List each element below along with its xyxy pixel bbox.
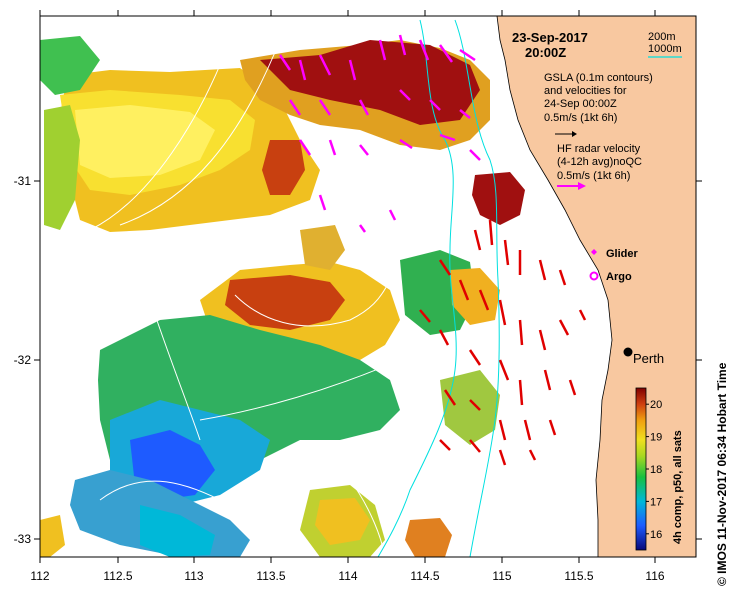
x-tick-label: 112.5 xyxy=(103,569,132,583)
colorbar-tick-label: 19 xyxy=(650,432,662,444)
colorbar-tick-label: 20 xyxy=(650,399,662,411)
colorbar-tick-label: 16 xyxy=(650,529,662,541)
x-tick-label: 114.5 xyxy=(410,569,439,583)
colorbar-tick-label: 18 xyxy=(650,464,662,476)
glider-icon xyxy=(591,249,597,255)
x-tick-label: 115.5 xyxy=(564,569,593,583)
map-datetime-line1: 23-Sep-2017 xyxy=(512,30,588,45)
map-plot-area: Perth xyxy=(40,16,696,557)
x-tick-label: 114 xyxy=(338,569,357,583)
gsla-legend-line1: GSLA (0.1m contours) xyxy=(544,72,653,84)
colorbar-title: 4h comp, p50, all sats xyxy=(672,430,684,544)
gsla-legend-line3: 24-Sep 00:00Z xyxy=(544,98,617,110)
argo-legend-label: Argo xyxy=(606,271,632,283)
glider-legend-label: Glider xyxy=(606,248,639,260)
x-tick-label: 113.5 xyxy=(256,569,285,583)
perth-label: Perth xyxy=(633,351,664,366)
map-datetime-line2: 20:00Z xyxy=(525,45,566,60)
y-tick-label: -33 xyxy=(14,532,32,546)
gsla-scale-arrow xyxy=(555,131,577,137)
perth-marker xyxy=(623,347,633,357)
argo-legend: Argo xyxy=(589,271,632,283)
x-tick-label: 116 xyxy=(645,569,664,583)
y-tick-label: -31 xyxy=(14,174,32,188)
hf-scale-arrow xyxy=(557,182,586,190)
argo-icon xyxy=(589,271,599,281)
hf-radar-vectors xyxy=(419,219,587,466)
glider-legend: Glider xyxy=(591,248,639,260)
isobath-200-label: 200m xyxy=(648,31,676,43)
hf-scale-label: 0.5m/s (1kt 6h) xyxy=(557,170,630,182)
hf-legend-line2: (4-12h avg)noQC xyxy=(557,156,642,168)
colorbar-gradient xyxy=(635,387,647,551)
gsla-scale-label: 0.5m/s (1kt 6h) xyxy=(544,112,617,124)
x-tick-label: 115 xyxy=(492,569,511,583)
gsla-vectors xyxy=(278,34,481,233)
colorbar-tick-label: 17 xyxy=(650,496,662,508)
plot-frame xyxy=(39,15,697,558)
x-axis xyxy=(39,10,656,563)
credit-text: © IMOS 11-Nov-2017 06:34 Hobart Time xyxy=(715,362,729,586)
hf-legend-line1: HF radar velocity xyxy=(557,143,641,155)
gsla-legend-line2: and velocities for xyxy=(544,85,627,97)
colorbar: 16 17 18 19 20 4h comp, p50, all sats xyxy=(635,387,684,551)
gsla-contours xyxy=(89,39,401,557)
sst-field xyxy=(40,36,525,557)
y-axis xyxy=(34,180,702,540)
x-tick-label: 112 xyxy=(30,569,49,583)
isobath-1000-label: 1000m xyxy=(648,43,682,55)
colorbar-ticks: 16 17 18 19 20 xyxy=(646,399,662,541)
isobaths xyxy=(377,19,500,557)
x-tick-label: 113 xyxy=(184,569,203,583)
y-tick-label: -32 xyxy=(14,353,32,367)
